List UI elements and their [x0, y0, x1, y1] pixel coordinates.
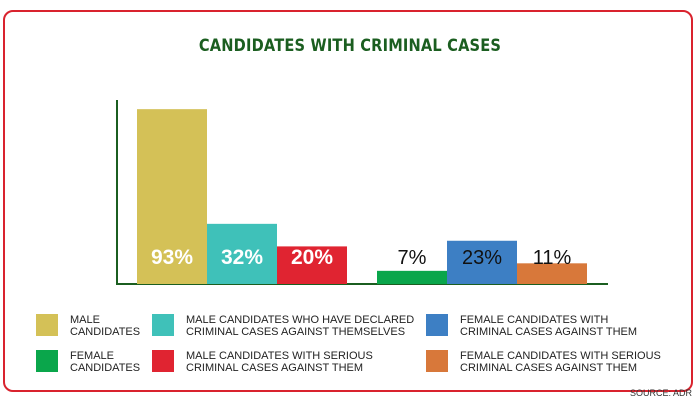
source-note: SOURCE: ADR: [629, 388, 692, 398]
chart-title: CANDIDATES WITH CRIMINAL CASES: [198, 36, 502, 56]
legend-item-male-candidates: MALE CANDIDATES: [36, 314, 140, 338]
bar-chart: 93% 32% 20% 7% 23% 11%: [116, 100, 608, 285]
bar: [447, 240, 517, 284]
data-label: 93%: [151, 246, 193, 269]
legend-item-male-declared-cases: MALE CANDIDATES WHO HAVE DECLARED CRIMINA…: [152, 314, 414, 338]
legend-item-male-serious-cases: MALE CANDIDATES WITH SERIOUS CRIMINAL CAS…: [152, 350, 373, 374]
chart-frame: [3, 10, 693, 392]
legend-label: FEMALE CANDIDATES WITH SERIOUS CRIMINAL C…: [460, 350, 661, 374]
legend-swatch: [152, 314, 174, 336]
legend-label: MALE CANDIDATES WHO HAVE DECLARED CRIMINA…: [186, 314, 415, 338]
legend-swatch: [426, 314, 448, 336]
legend-label: FEMALE CANDIDATES: [70, 350, 141, 374]
data-label: 23%: [462, 247, 502, 269]
legend-item-female-serious-cases: FEMALE CANDIDATES WITH SERIOUS CRIMINAL C…: [426, 350, 661, 374]
bar: [377, 270, 447, 284]
data-label: 20%: [291, 246, 333, 269]
legend-item-female-cases: FEMALE CANDIDATES WITH CRIMINAL CASES AGA…: [426, 314, 637, 338]
legend-swatch: [152, 350, 174, 372]
data-label: 11%: [533, 247, 572, 269]
bar: [277, 246, 347, 284]
legend-swatch: [426, 350, 448, 372]
data-label: 7%: [398, 247, 427, 269]
legend-label: MALE CANDIDATES: [70, 314, 141, 338]
legend-item-female-candidates: FEMALE CANDIDATES: [36, 350, 140, 374]
legend-swatch: [36, 314, 58, 336]
data-label: 32%: [221, 246, 263, 269]
legend-label: MALE CANDIDATES WITH SERIOUS CRIMINAL CAS…: [186, 350, 373, 374]
bar: [207, 223, 277, 284]
bar: [517, 263, 587, 284]
legend-swatch: [36, 350, 58, 372]
bar: [137, 109, 207, 284]
legend-label: FEMALE CANDIDATES WITH CRIMINAL CASES AGA…: [460, 314, 638, 338]
